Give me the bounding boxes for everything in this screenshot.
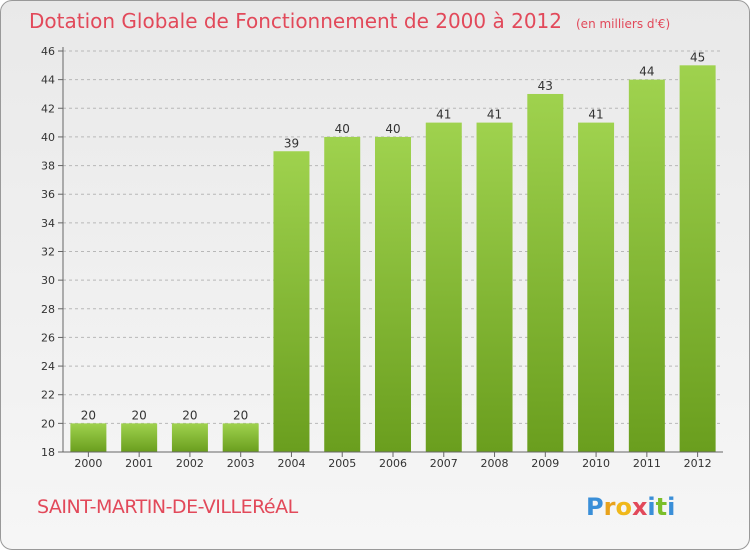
y-tick-label: 34	[41, 217, 55, 230]
logo-letter: i	[647, 493, 656, 521]
x-tick-label: 2012	[684, 457, 712, 470]
y-tick-label: 18	[41, 446, 55, 459]
x-tick-label: 2000	[74, 457, 102, 470]
bars-layer	[70, 65, 716, 453]
x-tick-label: 2009	[531, 457, 559, 470]
bar-value-label: 41	[436, 108, 451, 122]
x-tick-label: 2005	[328, 457, 356, 470]
bar	[171, 423, 208, 452]
labels-layer: 20 20 20 20 39 40 40 41 41 43 41 44 45	[81, 50, 706, 422]
x-tick-label: 2003	[227, 457, 255, 470]
x-tick-label: 2008	[481, 457, 509, 470]
commune-name: SAINT-MARTIN-DE-VILLERéAL	[37, 496, 298, 518]
y-tick-label: 30	[41, 274, 55, 287]
y-tick-label: 44	[41, 74, 55, 87]
logo-letter: t	[655, 493, 668, 521]
y-tick-label: 40	[41, 131, 55, 144]
bar-value-label: 39	[284, 136, 299, 150]
x-tick-label: 2006	[379, 457, 407, 470]
bar	[679, 65, 716, 453]
bar-value-label: 41	[588, 108, 603, 122]
y-tick-label: 28	[41, 303, 55, 316]
x-tick-label: 2002	[176, 457, 204, 470]
bar-value-label: 20	[81, 408, 96, 422]
bar-value-label: 45	[690, 50, 705, 64]
title-text: Dotation Globale de Fonctionnement de 20…	[29, 9, 562, 33]
bar	[527, 93, 564, 452]
bar-value-label: 40	[385, 122, 400, 136]
axis-layer: 18 20 22 24 26 28 30 32 34 36 38 40 42 44 46 2000 2001 20…	[41, 45, 723, 470]
bar-value-label: 41	[487, 108, 502, 122]
bar-value-label: 44	[639, 65, 654, 79]
title-unit: (en milliers d'€)	[576, 17, 671, 31]
logo-letter: o	[615, 493, 632, 521]
bar-value-label: 20	[132, 408, 147, 422]
chart-title: Dotation Globale de Fonctionnement de 20…	[29, 9, 670, 33]
bar	[578, 122, 615, 452]
logo-letter: x	[631, 493, 648, 521]
bar	[476, 122, 513, 452]
logo-letter: P	[586, 493, 604, 521]
y-tick-label: 22	[41, 389, 55, 402]
y-tick-label: 38	[41, 160, 55, 173]
y-tick-label: 26	[41, 331, 55, 344]
x-tick-label: 2010	[582, 457, 610, 470]
y-tick-label: 42	[41, 102, 55, 115]
bar-value-label: 40	[335, 122, 350, 136]
y-tick-label: 36	[41, 188, 55, 201]
logo-letter: r	[603, 493, 616, 521]
y-tick-label: 46	[41, 45, 55, 58]
bar	[628, 79, 665, 453]
proxiti-logo: Proxiti	[586, 493, 675, 521]
bar	[324, 136, 361, 452]
x-tick-label: 2004	[277, 457, 305, 470]
x-tick-label: 2007	[430, 457, 458, 470]
bar	[121, 423, 158, 452]
bar	[70, 423, 107, 452]
y-tick-label: 32	[41, 246, 55, 259]
logo-letter: i	[667, 493, 676, 521]
bar	[222, 423, 259, 452]
bar	[273, 151, 310, 452]
x-tick-label: 2011	[633, 457, 661, 470]
bar-value-label: 43	[538, 79, 553, 93]
bar-value-label: 20	[182, 408, 197, 422]
bar	[425, 122, 462, 452]
x-tick-label: 2001	[125, 457, 153, 470]
y-tick-label: 24	[41, 360, 55, 373]
y-tick-label: 20	[41, 417, 55, 430]
bar-value-label: 20	[233, 408, 248, 422]
bar	[375, 136, 411, 452]
